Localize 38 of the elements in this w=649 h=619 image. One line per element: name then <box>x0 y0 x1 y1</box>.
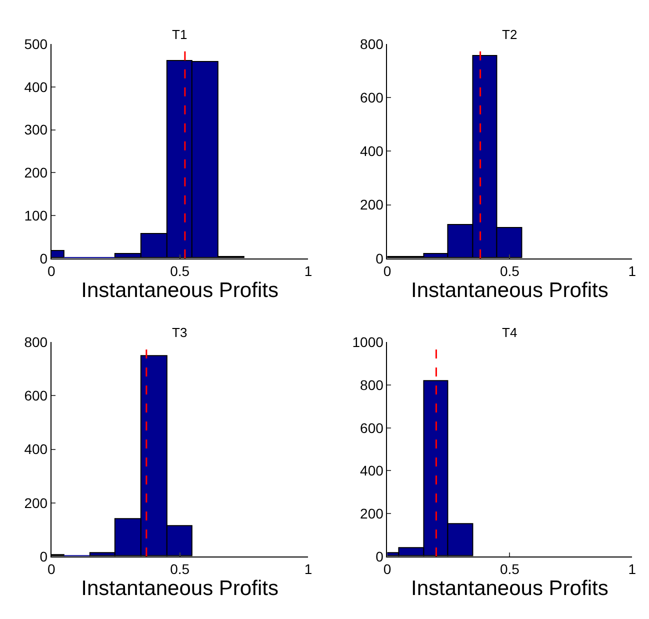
x-tick-label: 0.5 <box>500 263 520 280</box>
y-tick-label: 800 <box>360 376 384 393</box>
y-tick-label: 1000 <box>352 334 384 350</box>
x-tick-label: 1 <box>628 561 636 578</box>
chart-title: T3 <box>172 325 188 340</box>
y-tick-label: 800 <box>24 334 48 350</box>
y-tick-label: 500 <box>24 36 48 52</box>
x-tick-label: 1 <box>304 561 312 578</box>
x-tick-label: 0.5 <box>170 561 190 578</box>
y-tick-label: 0 <box>376 250 384 266</box>
y-tick-label: 200 <box>24 494 48 511</box>
y-tick-label: 400 <box>24 78 48 95</box>
chart-title: T1 <box>172 27 188 42</box>
y-tick-label: 600 <box>24 388 48 404</box>
x-axis-title: Instantaneous Profits <box>81 279 278 302</box>
x-axis-title: Instantaneous Profits <box>81 577 278 600</box>
y-tick-label: 800 <box>360 36 384 52</box>
y-tick-label: 100 <box>24 207 48 224</box>
y-tick-label: 200 <box>24 164 48 181</box>
chart-title: T4 <box>502 325 518 340</box>
chart-title: T2 <box>502 27 518 42</box>
x-tick-label: 1 <box>304 263 312 280</box>
x-tick-label: 0.5 <box>500 561 520 578</box>
y-tick-label: 400 <box>360 143 384 160</box>
y-tick-label: 0 <box>40 250 48 266</box>
y-tick-label: 300 <box>24 122 48 138</box>
y-tick-label: 200 <box>360 505 384 522</box>
y-tick-label: 400 <box>360 462 384 479</box>
x-axis-title: Instantaneous Profits <box>411 577 608 600</box>
y-tick-label: 200 <box>360 196 384 213</box>
y-tick-label: 600 <box>360 420 384 436</box>
x-axis-title: Instantaneous Profits <box>411 279 608 302</box>
x-tick-label: 0.5 <box>170 263 190 280</box>
y-tick-label: 600 <box>360 90 384 106</box>
y-tick-label: 400 <box>24 441 48 458</box>
y-tick-label: 0 <box>40 548 48 564</box>
x-tick-label: 1 <box>628 263 636 280</box>
y-tick-label: 0 <box>376 548 384 564</box>
